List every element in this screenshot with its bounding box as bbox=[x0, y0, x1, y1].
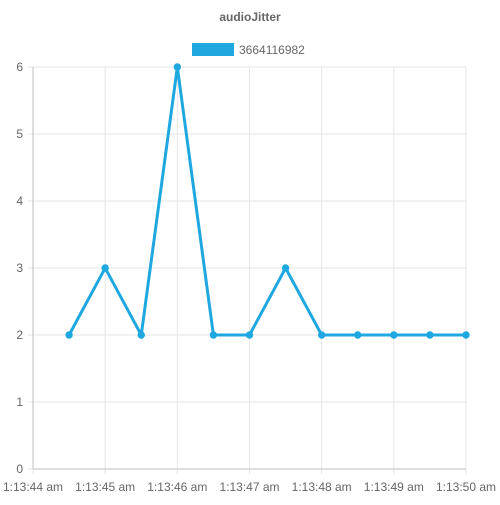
x-tick-label: 1:13:47 am bbox=[219, 480, 279, 494]
axes bbox=[28, 66, 467, 474]
y-tick-label: 6 bbox=[16, 60, 23, 74]
data-point[interactable] bbox=[390, 331, 398, 339]
x-tick-label: 1:13:48 am bbox=[292, 480, 352, 494]
y-tick-label: 3 bbox=[16, 261, 23, 275]
data-point[interactable] bbox=[354, 331, 362, 339]
x-tick-label: 1:13:50 am bbox=[436, 480, 496, 494]
x-tick-label: 1:13:45 am bbox=[75, 480, 135, 494]
y-tick-label: 4 bbox=[16, 194, 23, 208]
y-tick-label: 1 bbox=[16, 395, 23, 409]
data-point[interactable] bbox=[173, 63, 182, 71]
x-tick-label: 1:13:46 am bbox=[147, 480, 207, 494]
y-tick-label: 2 bbox=[16, 328, 23, 342]
data-point[interactable] bbox=[137, 331, 145, 339]
series-group bbox=[65, 63, 470, 340]
legend-label: 3664116982 bbox=[239, 43, 305, 57]
grid bbox=[33, 66, 467, 469]
data-point[interactable] bbox=[317, 331, 326, 339]
data-point[interactable] bbox=[65, 331, 73, 339]
legend-swatch bbox=[192, 43, 234, 56]
y-tick-label: 5 bbox=[16, 127, 23, 141]
legend[interactable]: 3664116982 bbox=[192, 43, 305, 57]
x-tick-label: 1:13:49 am bbox=[364, 480, 424, 494]
x-tick-label: 1:13:44 am bbox=[3, 480, 63, 494]
chart-title: audioJitter bbox=[219, 10, 281, 24]
data-point[interactable] bbox=[462, 331, 470, 339]
data-point[interactable] bbox=[101, 264, 109, 272]
data-point[interactable] bbox=[245, 331, 254, 339]
data-point[interactable] bbox=[281, 264, 290, 272]
y-axis-tick-labels: 0 1 2 3 4 5 6 bbox=[16, 60, 23, 476]
data-point[interactable] bbox=[426, 331, 434, 339]
data-point[interactable] bbox=[209, 331, 218, 339]
series-line bbox=[67, 66, 466, 340]
x-axis-tick-labels: 1:13:44 am 1:13:45 am 1:13:46 am 1:13:47 am… bbox=[3, 480, 496, 494]
y-tick-label: 0 bbox=[16, 462, 23, 476]
